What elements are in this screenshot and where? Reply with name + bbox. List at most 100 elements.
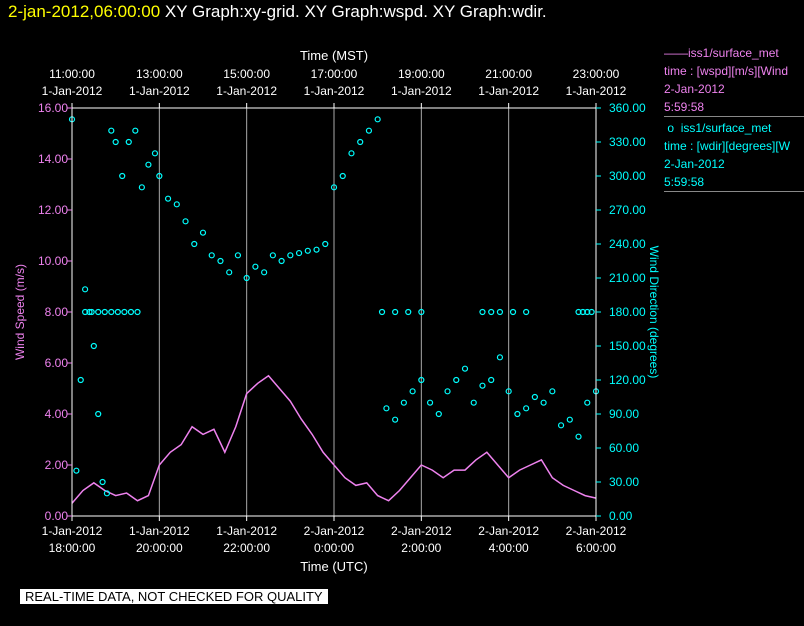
right-tick-label: 120.00 [609,373,646,387]
top-tick-time: 23:00:00 [573,67,620,81]
left-tick-label: 2.00 [45,458,69,472]
wind-direction-point [584,399,591,406]
wind-direction-point [400,399,407,406]
right-tick-label: 90.00 [609,407,639,421]
wind-direction-point [444,388,451,395]
wind-direction-point [191,240,198,248]
wind-direction-point [86,308,93,316]
right-tick-label: 360.00 [609,101,646,115]
legend-wdir-source: iss1/surface_met [680,121,772,135]
top-tick-time: 15:00:00 [223,67,270,81]
wind-direction-point [584,308,591,316]
wind-direction-point [575,308,582,316]
wind-direction-point [269,252,276,259]
left-tick-label: 6.00 [45,356,69,370]
right-tick-label: 300.00 [609,169,646,183]
wind-direction-point [488,308,495,316]
legend-wind-speed: ——iss1/surface_met time : [wspd][m/s][Wi… [664,44,804,116]
wind-direction-point [374,116,381,123]
wind-direction-point [557,422,565,429]
wind-direction-point [426,399,434,406]
wind-direction-point [73,467,80,474]
legend-wdir-var: time : [wdir][degrees][W [664,139,791,153]
right-tick-label: 330.00 [609,135,646,149]
top-tick-date: 1-Jan-2012 [478,84,539,98]
wind-direction-point [261,269,268,276]
wind-direction-point [252,263,259,270]
top-axis-label: Time (MST) [300,48,368,63]
top-tick-time: 21:00:00 [485,67,532,81]
left-tick-label: 10.00 [38,254,68,268]
page-title: 2-jan-2012,06:00:00 XY Graph:xy-grid. XY… [8,2,547,22]
wind-direction-point [182,218,189,225]
wind-direction-point [295,249,303,257]
wind-direction-point [540,399,547,406]
wind-direction-point [199,229,207,236]
legend-wspd-date: 2-Jan-2012 [664,82,725,96]
wind-direction-point [243,274,250,282]
legend-wspd-time: 5:59:58 [664,100,705,114]
right-tick-label: 150.00 [609,339,646,353]
wind-speed-line [71,374,597,504]
wind-direction-point [234,252,242,259]
wind-direction-point [378,308,386,316]
left-tick-label: 14.00 [38,152,68,166]
wind-speed-layer [71,374,597,504]
legend: ——iss1/surface_met time : [wspd][m/s][Wi… [664,44,804,194]
bottom-tick-date: 1-Jan-2012 [42,524,103,538]
legend-divider [664,191,804,192]
top-tick-date: 1-Jan-2012 [304,84,365,98]
top-tick-date: 1-Jan-2012 [129,84,190,98]
bottom-tick-time: 18:00:00 [49,541,96,555]
wind-direction-point [435,410,442,418]
wind-direction-point [514,410,521,418]
top-tick-date: 1-Jan-2012 [391,84,452,98]
title-graphs: XY Graph:xy-grid. XY Graph:wspd. XY Grap… [164,2,547,21]
wind-direction-point [579,308,587,316]
top-tick-time: 19:00:00 [398,67,445,81]
wind-direction-point [132,127,139,134]
wind-direction-point [95,410,102,418]
wind-direction-point [461,365,469,372]
legend-wdir-time: 5:59:58 [664,175,705,189]
bottom-tick-time: 2:00:00 [401,541,441,555]
left-axis-label: Wind Speed (m/s) [13,264,27,360]
bottom-tick-time: 0:00:00 [314,541,354,555]
bottom-tick-time: 20:00:00 [136,541,183,555]
top-tick-time: 11:00:00 [49,67,95,81]
wind-direction-point [101,308,108,316]
wind-direction-point [287,252,294,259]
wind-direction-point [488,376,495,384]
bottom-tick-time: 6:00:00 [576,541,616,555]
wind-direction-point [523,308,530,316]
legend-circle-symbol: o [664,121,681,135]
bottom-axis-label: Time (UTC) [300,559,367,574]
wind-direction-point [145,161,152,168]
wind-direction-point [479,308,486,316]
wind-direction-point [330,184,338,191]
wind-direction-point [103,490,111,497]
bottom-tick-date: 1-Jan-2012 [216,524,277,538]
legend-divider [664,116,804,117]
wind-direction-point [509,308,517,316]
grid-lines [158,108,510,516]
wind-direction-point [496,308,504,316]
wind-direction-point [313,246,320,253]
bottom-tick-date: 1-Jan-2012 [129,524,190,538]
wind-direction-point [81,286,89,293]
wind-direction-point [226,269,233,276]
wind-direction-point [81,308,89,316]
wind-direction-point [505,388,512,395]
wind-direction-point [121,308,128,316]
wind-direction-point [77,376,84,384]
left-tick-label: 4.00 [45,407,69,421]
top-tick-date: 1-Jan-2012 [42,84,103,98]
right-tick-label: 240.00 [609,237,646,251]
wind-direction-point [114,308,121,316]
axes-layer: 1-Jan-2012 18:00:00 1-Jan-2012 20:00:00 1-Ja… [13,48,661,574]
wind-direction-point [566,416,573,423]
wind-direction-point [151,150,159,157]
legend-wspd-source: iss1/surface_met [688,46,779,60]
wind-direction-point [348,150,355,157]
wind-direction-point [88,308,95,316]
